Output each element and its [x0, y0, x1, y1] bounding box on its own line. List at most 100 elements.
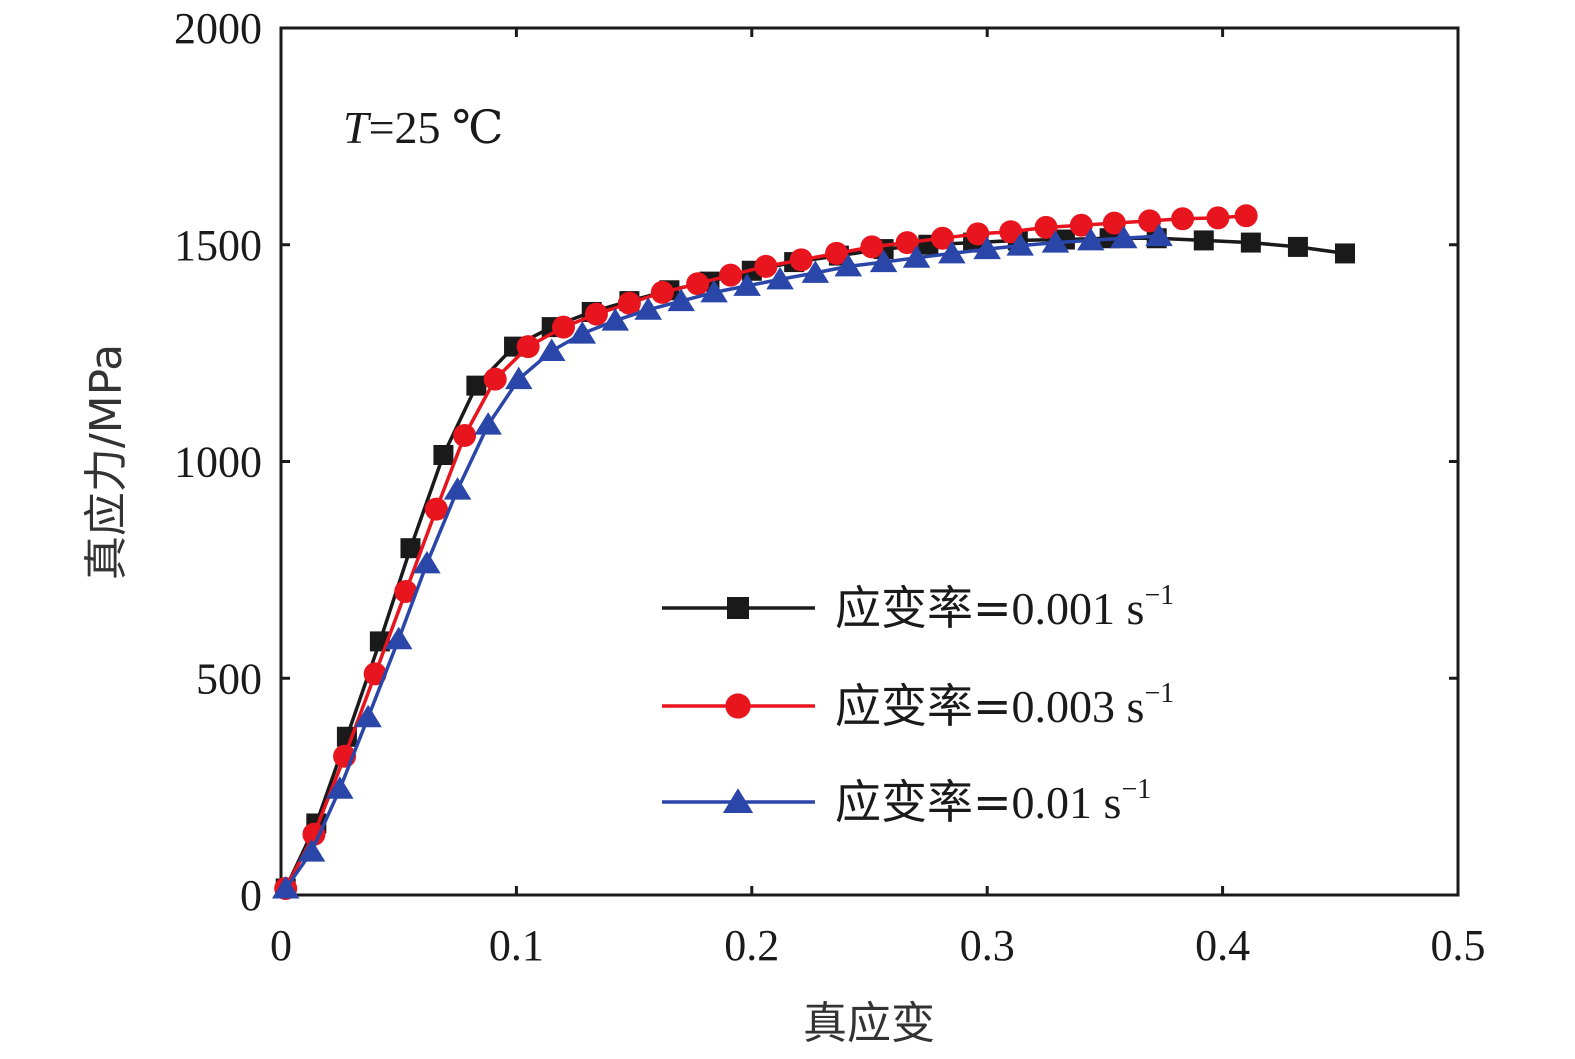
- series-0: [275, 228, 1356, 899]
- data-point: [551, 315, 575, 339]
- data-point: [999, 220, 1023, 244]
- legend-label-value: 0.001 s: [1012, 583, 1145, 634]
- data-point: [1145, 223, 1173, 247]
- data-point: [1287, 236, 1308, 257]
- data-point: [363, 662, 387, 686]
- y-tick-label: 0: [240, 871, 262, 920]
- data-point: [1138, 209, 1162, 233]
- series-line: [284, 236, 1346, 890]
- data-point: [789, 248, 813, 272]
- data-point: [466, 375, 487, 396]
- x-tick-label: 0.3: [960, 921, 1015, 970]
- data-point: [1102, 211, 1126, 235]
- data-point: [1234, 204, 1258, 228]
- y-axis-title: 真应力/MPa: [81, 344, 132, 580]
- legend-label-prefix: 应变率=: [835, 775, 1012, 829]
- data-point: [354, 704, 382, 728]
- legend-entry: 应变率=0.001 s−1: [662, 580, 1174, 635]
- data-point: [667, 288, 695, 312]
- data-point: [733, 273, 761, 296]
- data-point: [650, 280, 674, 304]
- data-point: [930, 226, 954, 250]
- data-point: [895, 231, 919, 255]
- data-point: [825, 241, 849, 265]
- y-tick-label: 500: [196, 654, 262, 703]
- data-point: [1069, 213, 1093, 237]
- legend-label-value: 0.01 s: [1012, 777, 1122, 828]
- plot-frame: [279, 26, 1460, 897]
- data-point: [860, 235, 884, 259]
- data-point: [1206, 206, 1230, 230]
- data-point: [297, 839, 326, 862]
- data-point: [453, 423, 477, 447]
- data-point: [938, 240, 966, 264]
- legend-label-exponent: −1: [1144, 580, 1174, 611]
- data-point: [634, 297, 662, 320]
- legend-entry: 应变率=0.003 s−1: [662, 678, 1174, 733]
- legend-entry: 应变率=0.01 s−1: [662, 774, 1151, 829]
- data-point: [1077, 227, 1105, 251]
- data-point: [869, 249, 898, 273]
- data-point: [966, 222, 990, 246]
- data-point: [801, 260, 830, 283]
- tick-labels: 0 0.1 0.2 0.3 0.4 0.5 0 500 1000 1500 2000: [174, 4, 1486, 970]
- data-point: [433, 444, 454, 465]
- data-point: [443, 477, 472, 500]
- data-point: [766, 266, 794, 290]
- data-point: [505, 366, 533, 390]
- data-point: [754, 254, 778, 278]
- legend-label: 应变率=0.001 s−1: [835, 580, 1174, 635]
- data-point: [1006, 233, 1034, 256]
- x-tick-label: 0.5: [1431, 921, 1486, 970]
- data-point: [326, 776, 354, 799]
- data-point: [1034, 215, 1058, 239]
- legend-label: 应变率=0.003 s−1: [835, 678, 1174, 733]
- x-tick-label: 0.2: [724, 921, 779, 970]
- x-tick-label: 0.4: [1195, 921, 1250, 970]
- x-tick-label: 0: [270, 921, 292, 970]
- legend-label-value: 0.003 s: [1012, 681, 1145, 732]
- data-point: [686, 272, 710, 296]
- data-point: [413, 550, 441, 574]
- data-point: [834, 253, 863, 277]
- legend-label-prefix: 应变率=: [835, 581, 1012, 635]
- data-point: [271, 875, 300, 899]
- legend-label-exponent: −1: [1121, 774, 1151, 805]
- data-point: [302, 822, 326, 846]
- data-point: [902, 245, 931, 268]
- x-axis-title: 真应变: [803, 998, 935, 1049]
- temperature-symbol: T: [343, 102, 372, 153]
- series-line: [284, 234, 1160, 890]
- data-point: [1041, 230, 1070, 253]
- data-point: [568, 321, 597, 344]
- data-point: [1240, 232, 1261, 253]
- legend-label-exponent: −1: [1144, 678, 1174, 709]
- data-point: [1109, 225, 1138, 249]
- data-point: [617, 291, 641, 315]
- data-point: [1335, 243, 1356, 264]
- y-tick-label: 2000: [174, 4, 262, 53]
- series-layer: [271, 204, 1356, 900]
- legend-marker: [722, 788, 754, 813]
- axis-ticks: [279, 26, 1460, 897]
- data-point: [483, 367, 507, 391]
- data-point: [516, 335, 540, 359]
- series-2: [271, 223, 1173, 899]
- legend-marker: [725, 693, 751, 719]
- data-point: [1193, 230, 1214, 251]
- data-point: [973, 236, 1001, 260]
- data-point: [719, 263, 743, 287]
- temperature-value: =25 ℃: [369, 102, 504, 153]
- y-tick-label: 1500: [174, 221, 262, 270]
- data-point: [384, 626, 413, 650]
- data-point: [474, 412, 502, 435]
- data-point: [584, 302, 608, 326]
- data-point: [424, 497, 448, 521]
- legend-marker: [727, 597, 749, 619]
- data-point: [400, 538, 421, 559]
- data-point: [700, 279, 728, 303]
- y-tick-label: 1000: [174, 438, 262, 487]
- legend-label: 应变率=0.01 s−1: [835, 774, 1151, 829]
